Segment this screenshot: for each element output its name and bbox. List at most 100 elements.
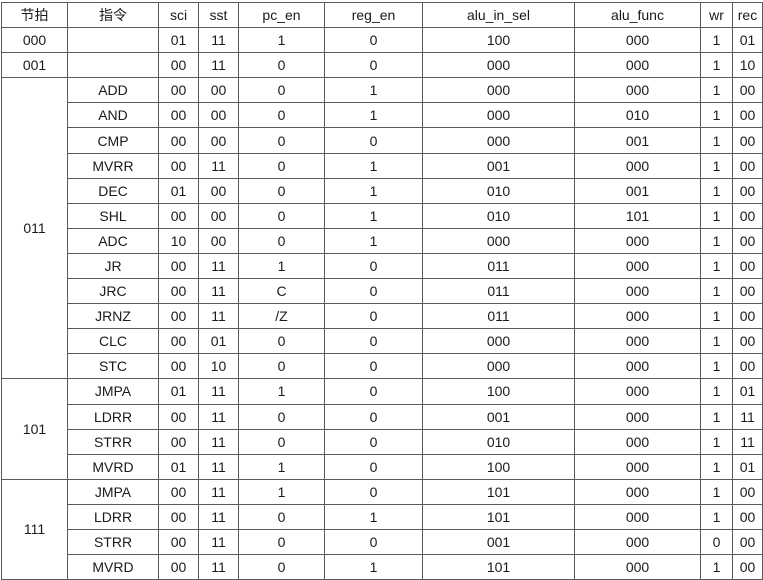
wr-cell: 1 — [700, 303, 733, 330]
beat-cell: 011 — [1, 77, 68, 380]
rec-cell: 00 — [732, 77, 763, 104]
wr-cell: 0 — [700, 528, 733, 556]
pc-en-cell: 0 — [238, 554, 325, 580]
reg-en-cell: 0 — [324, 27, 423, 54]
instruction-cell: CMP — [67, 127, 159, 154]
alu-in-sel-cell: 000 — [422, 77, 575, 104]
wr-cell: 1 — [700, 478, 733, 505]
sci-cell: 00 — [158, 528, 199, 556]
alu-func-cell: 101 — [574, 202, 701, 229]
alu-in-sel-cell: 000 — [422, 353, 575, 380]
sst-cell: 00 — [198, 102, 239, 129]
table-row: 001 00 11 0 0 000 000 1 10 — [1, 52, 763, 79]
sci-cell: 00 — [158, 328, 199, 355]
beat-label: 101 — [22, 421, 47, 438]
rec-cell: 00 — [732, 152, 763, 179]
sci-cell: 00 — [158, 252, 199, 280]
pc-en-cell: 0 — [238, 503, 325, 530]
reg-en-cell: 0 — [324, 127, 423, 154]
alu-func-cell: 001 — [574, 127, 701, 154]
alu-in-sel-cell: 000 — [422, 102, 575, 129]
sci-cell: 00 — [158, 127, 199, 154]
beat-cell: 101 — [1, 378, 68, 480]
alu-func-cell: 000 — [574, 303, 701, 330]
alu-func-cell: 000 — [574, 403, 701, 430]
sci-cell: 00 — [158, 152, 199, 179]
rec-cell: 10 — [732, 52, 763, 79]
reg-en-cell: 0 — [324, 278, 423, 305]
beat-label: 001 — [22, 57, 47, 74]
sst-cell: 00 — [198, 127, 239, 154]
wr-cell: 1 — [700, 353, 733, 380]
reg-en-cell: 0 — [324, 403, 423, 430]
header-sci: sci — [158, 1, 199, 29]
alu-func-cell: 000 — [574, 453, 701, 480]
alu-in-sel-cell: 000 — [422, 127, 575, 154]
wr-cell: 1 — [700, 27, 733, 54]
sci-cell: 00 — [158, 554, 199, 580]
wr-cell: 1 — [700, 453, 733, 480]
table-row: MVRD 00 11 0 1 101 000 1 00 — [2, 554, 763, 580]
table-row: CMP 00 00 0 0 000 001 1 00 — [2, 127, 763, 154]
instruction-cell — [67, 52, 159, 79]
pc-en-cell: 0 — [238, 353, 325, 380]
instruction-cell: JMPA — [67, 378, 159, 405]
pc-en-cell: 0 — [238, 152, 325, 179]
rec-cell: 01 — [732, 27, 763, 54]
pc-en-cell: 1 — [238, 378, 325, 405]
alu-in-sel-cell: 000 — [422, 328, 575, 355]
header-row: 节拍 指令 sci sst pc_en reg_en alu_in_sel al… — [1, 1, 763, 29]
instruction-cell — [67, 27, 159, 54]
alu-in-sel-cell: 001 — [422, 528, 575, 556]
instruction-cell: JRC — [67, 278, 159, 305]
rec-cell: 00 — [732, 503, 763, 530]
sci-cell: 00 — [158, 303, 199, 330]
alu-func-cell: 000 — [574, 52, 701, 79]
sst-cell: 11 — [198, 303, 239, 330]
instruction-cell: ADD — [67, 77, 159, 104]
reg-en-cell: 0 — [324, 252, 423, 280]
sst-cell: 11 — [198, 52, 239, 79]
rec-cell: 00 — [732, 554, 763, 580]
table-row: 111 JMPA 00 11 1 0 101 000 1 00 — [1, 478, 763, 580]
wr-cell: 1 — [700, 202, 733, 229]
alu-func-cell: 000 — [574, 328, 701, 355]
alu-in-sel-cell: 010 — [422, 177, 575, 204]
wr-cell: 1 — [700, 503, 733, 530]
alu-in-sel-cell: 100 — [422, 27, 575, 54]
reg-en-cell: 1 — [324, 77, 423, 104]
instruction-cell: JR — [67, 252, 159, 280]
instruction-cell: JMPA — [67, 478, 159, 505]
reg-en-cell: 0 — [324, 378, 423, 405]
alu-func-cell: 000 — [574, 554, 701, 580]
alu-in-sel-cell: 011 — [422, 252, 575, 280]
alu-func-cell: 001 — [574, 177, 701, 204]
reg-en-cell: 1 — [324, 177, 423, 204]
sst-cell: 10 — [198, 353, 239, 380]
rec-cell: 00 — [732, 528, 763, 556]
header-rec: rec — [732, 1, 763, 29]
instruction-cell: CLC — [67, 328, 159, 355]
sst-cell: 11 — [198, 453, 239, 480]
instruction-cell: JRNZ — [67, 303, 159, 330]
rec-cell: 00 — [732, 353, 763, 380]
alu-in-sel-cell: 000 — [422, 52, 575, 79]
reg-en-cell: 1 — [324, 202, 423, 229]
alu-func-cell: 000 — [574, 353, 701, 380]
table-row: 000 01 11 1 0 100 000 1 01 — [1, 27, 763, 54]
pc-en-cell: 0 — [238, 403, 325, 430]
sst-cell: 11 — [198, 528, 239, 556]
rec-cell: 00 — [732, 328, 763, 355]
sst-cell: 11 — [198, 27, 239, 54]
rec-cell: 00 — [732, 202, 763, 229]
header-alu-in-sel: alu_in_sel — [422, 1, 575, 29]
rec-cell: 00 — [732, 278, 763, 305]
reg-en-cell: 0 — [324, 303, 423, 330]
header-beat: 节拍 — [1, 1, 68, 29]
reg-en-cell: 1 — [324, 503, 423, 530]
beat-label: 011 — [23, 220, 46, 237]
table-row: 101 JMPA 01 11 1 0 100 000 1 01 — [1, 378, 763, 480]
table-row: STC 00 10 0 0 000 000 1 00 — [2, 353, 763, 380]
table-row: ADC 10 00 0 1 000 000 1 00 — [2, 227, 763, 254]
sci-cell: 01 — [158, 177, 199, 204]
